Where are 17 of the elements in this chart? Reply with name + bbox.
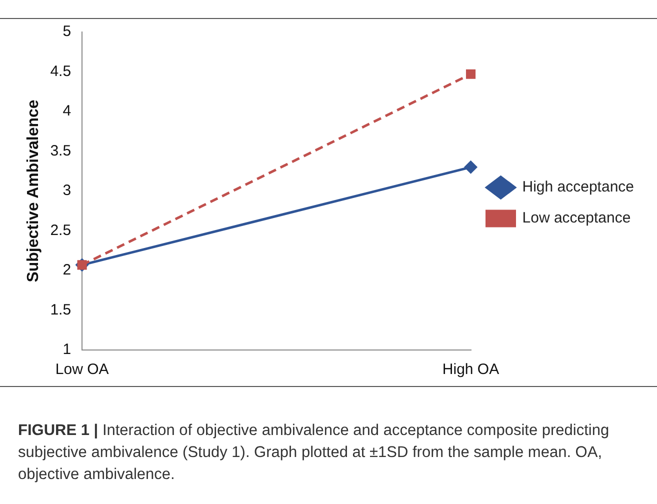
y-tick-label: 3 — [62, 182, 72, 200]
y-tick-label: 1.5 — [50, 301, 72, 318]
y-tick-label: 4.5 — [50, 62, 72, 80]
y-axis-title: Subjective Ambivalence — [25, 100, 42, 282]
point — [466, 69, 476, 79]
caption: FIGURE 1 | Interaction of objective ambivalence and acceptance composite predicting subjective ambivalence (Study 1). Graph plotted at ±1SD from the sample mean. OA, objective ambivalence. — [18, 421, 610, 485]
y-tick-label: 5 — [62, 23, 72, 40]
y-tick-label: 1 — [62, 341, 72, 358]
y-tick-label: 4 — [62, 102, 72, 120]
x-tick-label: Low OA — [55, 361, 109, 378]
point — [464, 160, 478, 174]
legend-label: High acceptance — [522, 178, 634, 196]
y-tick-label: 3.5 — [50, 142, 72, 160]
legend-label: Low acceptance — [522, 210, 631, 227]
x-tick-label: High OA — [442, 361, 500, 378]
y-tick-label: 2 — [62, 262, 72, 279]
y-tick-label: 2.5 — [50, 222, 72, 239]
